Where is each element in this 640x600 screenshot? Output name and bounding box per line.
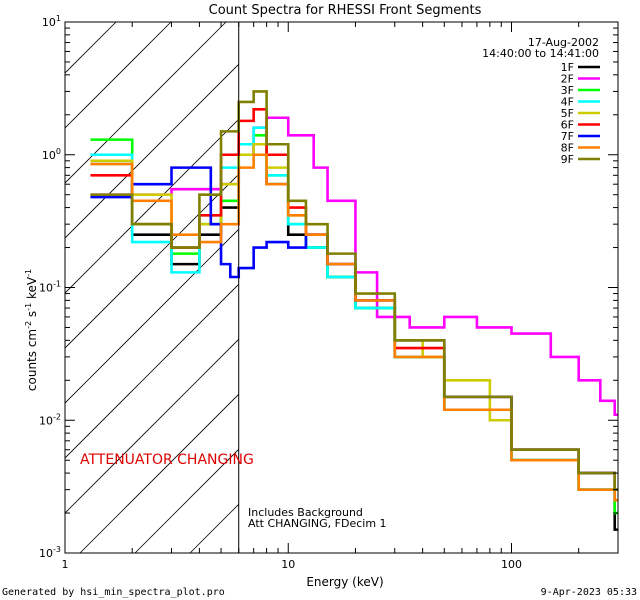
hatch-line <box>65 22 172 129</box>
y-tick-label: 101 <box>42 14 61 29</box>
plot-frame <box>64 21 619 554</box>
note-line-2: Att CHANGING, FDecim 1 <box>248 517 387 530</box>
legend-label-9f: 9F <box>561 153 574 166</box>
x-axis-label: Energy (keV) <box>306 575 383 589</box>
legend-label-2f: 2F <box>561 73 574 86</box>
y-tick-label: 10-3 <box>39 545 61 560</box>
y-axis-label: counts cm-2 s-1 keV-1 <box>24 269 39 391</box>
series-group <box>90 90 618 531</box>
hatch-line <box>65 173 239 349</box>
time-range-label: 14:40:00 to 14:41:00 <box>482 47 599 60</box>
series-line-9f <box>90 90 618 491</box>
chart-title: Count Spectra for RHESSI Front Segments <box>209 3 482 18</box>
footer-generated-by: Generated by hsi_min_spectra_plot.pro <box>2 587 225 598</box>
legend-label-5f: 5F <box>561 107 574 120</box>
legend-label-3f: 3F <box>561 84 574 97</box>
y-tick-label: 10-2 <box>39 412 61 427</box>
footer-timestamp: 9-Apr-2023 05:33 <box>541 587 637 598</box>
legend-label-8f: 8F <box>561 142 574 155</box>
hatch-line <box>65 228 239 404</box>
y-tick-label: 100 <box>42 147 61 162</box>
note-line-1: Includes Background <box>248 506 363 519</box>
hatch-line <box>65 63 239 239</box>
attenuator-hatch-region <box>0 22 640 553</box>
hatch-line <box>0 22 6 553</box>
attenuator-changing-label: ATTENUATOR CHANGING <box>80 452 254 468</box>
legend-label-4f: 4F <box>561 96 574 109</box>
hatch-line <box>65 283 239 459</box>
date-label: 17-Aug-2002 <box>528 36 599 49</box>
legend-label-6f: 6F <box>561 119 574 132</box>
legend-label-1f: 1F <box>561 61 574 74</box>
legend-label-7f: 7F <box>561 130 574 143</box>
hatch-line <box>630 22 640 553</box>
x-tick-label: 1 <box>62 558 69 571</box>
hatch-line <box>65 22 227 184</box>
axis-ticks: 1 10 100 101 100 10-1 10-2 10-3 <box>39 14 619 571</box>
hatch-line <box>79 393 239 553</box>
series-line-5f <box>90 142 618 491</box>
x-tick-label: 10 <box>281 558 295 571</box>
x-tick-label: 100 <box>501 558 522 571</box>
y-tick-label: 10-1 <box>39 280 61 295</box>
hatch-line <box>134 448 239 553</box>
hatch-lines <box>0 22 640 553</box>
hatch-line <box>65 338 239 514</box>
